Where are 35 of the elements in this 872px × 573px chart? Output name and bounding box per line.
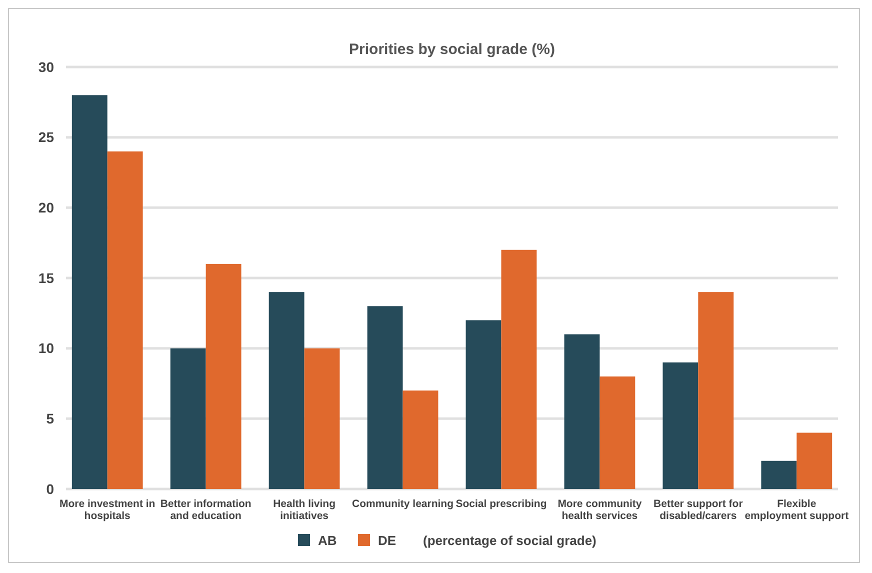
x-tick-label: Better support for disabled/carers (654, 498, 743, 522)
y-tick-label: 20 (38, 200, 54, 216)
legend-label: AB (318, 533, 337, 548)
x-tick-label: More investment in hospitals (60, 498, 156, 522)
bar (564, 334, 600, 489)
x-tick-label: More community health services (558, 498, 642, 522)
y-tick-label: 10 (38, 340, 54, 356)
x-tick-label: Social prescribing (456, 498, 547, 510)
y-tick-label: 0 (46, 480, 54, 497)
bar (698, 292, 734, 489)
bar (501, 250, 537, 489)
x-tick-label: Health living initiatives (273, 498, 336, 522)
y-tick-label: 15 (38, 270, 54, 286)
bar (72, 95, 108, 489)
bar (761, 460, 797, 489)
x-tick-label: Community learning (352, 498, 454, 510)
bar (402, 390, 438, 489)
bar (107, 151, 143, 489)
y-tick-label: 30 (38, 58, 54, 75)
text: (percentage of social grade) (423, 533, 596, 548)
bar (206, 264, 242, 489)
x-tick-label: Flexible employment support (744, 498, 850, 522)
legend-label: DE (378, 533, 396, 548)
bar (600, 376, 636, 489)
chart-title: Priorities by social grade (%) (349, 41, 555, 58)
bar (367, 306, 403, 489)
bar (268, 292, 304, 489)
bar (304, 348, 340, 489)
x-tick-label: Better information and education (160, 498, 252, 522)
bar (796, 432, 832, 489)
bar (466, 320, 502, 489)
bar (170, 348, 206, 489)
bar (662, 362, 698, 489)
y-tick-label: 5 (46, 410, 54, 427)
y-tick-label: 25 (38, 129, 54, 146)
